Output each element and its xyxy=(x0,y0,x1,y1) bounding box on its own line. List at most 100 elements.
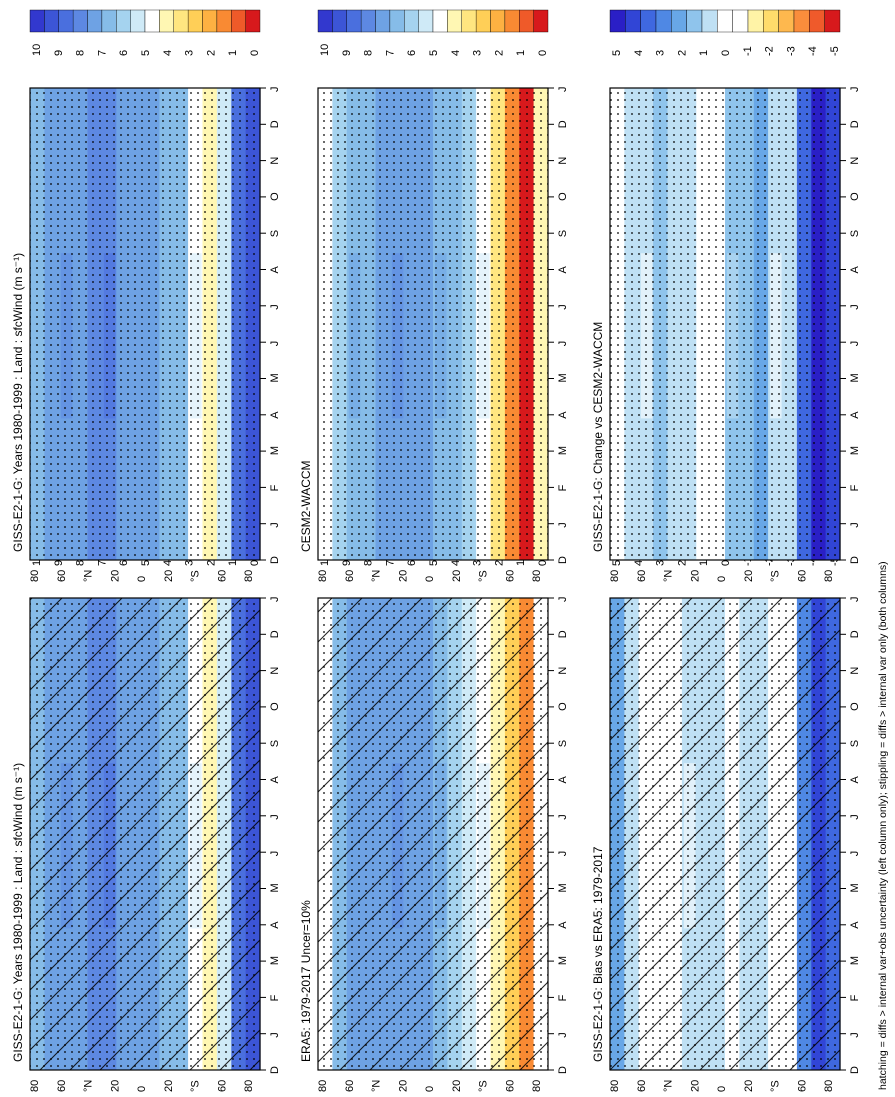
lat-tick-label: 20 xyxy=(451,1080,463,1092)
colorbar-tick-label: 5 xyxy=(140,50,152,56)
month-tick-label: J xyxy=(269,1032,281,1038)
colorbar-tick-label: 9 xyxy=(53,560,65,566)
lat-tick-label: 80 xyxy=(823,1080,835,1092)
month-tick-label: D xyxy=(557,630,569,638)
lat-tick-label: °N xyxy=(371,1080,383,1092)
hatching xyxy=(30,598,260,1070)
month-tick-label: F xyxy=(849,994,861,1001)
colorbar-tick-label: 7 xyxy=(384,50,396,56)
lat-tick-label: 80 xyxy=(531,570,543,582)
lat-tick-label: 80 xyxy=(531,1080,543,1092)
lat-tick-label: 80 xyxy=(243,1080,255,1092)
month-tick-label: M xyxy=(557,446,569,455)
plot-frame xyxy=(317,597,549,1071)
lat-tick-label: °N xyxy=(371,570,383,582)
month-tick-label: A xyxy=(557,776,569,784)
month-tick-label: A xyxy=(269,776,281,784)
panel-title: GISS-E2-1-G: Years 1980-1999 : Land : sf… xyxy=(11,253,25,552)
colorbar-swatch xyxy=(404,9,419,33)
colorbar-swatch xyxy=(332,9,347,33)
lat-tick-label: 80 xyxy=(317,1080,329,1092)
hatching xyxy=(318,598,548,1070)
colorbar-tick-label: 5 xyxy=(611,50,623,56)
month-tick-label: D xyxy=(269,630,281,638)
colorbar-swatch xyxy=(87,9,103,33)
colorbar-swatch xyxy=(447,9,462,33)
colorbar-swatch xyxy=(686,9,703,33)
lat-tick-label: 60 xyxy=(504,1080,516,1092)
colorbar-swatch xyxy=(130,9,146,33)
plot-frame xyxy=(317,87,549,561)
lat-tick-label: 60 xyxy=(344,570,356,582)
colorbar-tick-label: -5 xyxy=(829,556,841,566)
panel-title: CESM2-WACCM xyxy=(299,460,313,552)
month-tick-label: N xyxy=(557,157,569,165)
lat-tick-label: 60 xyxy=(636,1080,648,1092)
month-tick-label: M xyxy=(849,446,861,455)
stippling xyxy=(318,88,548,560)
colorbar-tick-label: 4 xyxy=(162,50,174,56)
colorbar-tick-label: 9 xyxy=(341,50,353,56)
lat-tick-label: 20 xyxy=(689,1080,701,1092)
colorbar-swatch xyxy=(533,9,549,33)
month-tick-label: A xyxy=(849,266,861,274)
month-tick-label: D xyxy=(849,556,861,564)
colorbar-swatch xyxy=(778,9,795,33)
lat-tick-label: 0 xyxy=(716,576,728,582)
month-tick-label: O xyxy=(557,192,569,201)
hatching xyxy=(610,598,840,1070)
month-tick-label: M xyxy=(557,883,569,892)
month-tick-label: D xyxy=(557,120,569,128)
panel-title: ERA5: 1979-2017 Uncer=10% xyxy=(299,900,313,1062)
lat-tick-label: °S xyxy=(770,570,782,582)
month-tick-label: A xyxy=(269,921,281,929)
plot-frame xyxy=(609,597,841,1071)
colorbar-tick-label: -3 xyxy=(785,46,797,56)
month-tick-label: F xyxy=(557,484,569,491)
colorbar-tick-label: 3 xyxy=(655,50,667,56)
colorbar-tick-label: 1 xyxy=(227,560,239,566)
lat-tick-label: 20 xyxy=(397,570,409,582)
month-tick-label: S xyxy=(269,740,281,747)
colorbar-swatch xyxy=(809,9,825,33)
lat-tick-label: 0 xyxy=(136,576,148,582)
lat-tick-label: 20 xyxy=(163,570,175,582)
month-tick-label: J xyxy=(849,522,861,528)
lat-tick-label: 80 xyxy=(317,570,329,582)
colorbar-swatch xyxy=(717,9,733,33)
month-tick-label: F xyxy=(849,484,861,491)
month-tick-label: D xyxy=(849,120,861,128)
colorbar-tick-label: 10 xyxy=(31,44,43,56)
colorbar-tick-label: 9 xyxy=(53,50,65,56)
colorbar-swatch xyxy=(187,9,203,33)
month-tick-label: S xyxy=(269,230,281,237)
colorbar-tick-label: 7 xyxy=(96,560,108,566)
month-tick-label: D xyxy=(269,556,281,564)
colorbar-tick-label: 8 xyxy=(75,50,87,56)
colorbar-tick-label: 1 xyxy=(515,560,527,566)
month-tick-label: J xyxy=(557,1032,569,1038)
colorbar-tick-label: 1 xyxy=(698,50,710,56)
month-tick-label: J xyxy=(557,597,569,603)
lat-tick-label: 60 xyxy=(56,1080,68,1092)
colorbar-tick-label: 7 xyxy=(384,560,396,566)
month-tick-label: S xyxy=(557,740,569,747)
month-tick-label: D xyxy=(269,120,281,128)
colorbar-tick-label: 6 xyxy=(118,50,130,56)
month-tick-label: D xyxy=(849,1066,861,1074)
month-tick-label: N xyxy=(849,667,861,675)
month-tick-label: J xyxy=(269,597,281,603)
month-tick-label: A xyxy=(557,921,569,929)
lat-tick-label: °N xyxy=(663,1080,675,1092)
month-tick-label: M xyxy=(269,373,281,382)
month-tick-label: J xyxy=(269,304,281,310)
month-tick-label: M xyxy=(849,956,861,965)
colorbar-tick-label: 0 xyxy=(249,50,261,56)
lat-tick-label: 20 xyxy=(743,570,755,582)
lat-tick-label: 60 xyxy=(796,570,808,582)
colorbar-tick-label: -1 xyxy=(742,556,754,566)
month-tick-label: M xyxy=(269,956,281,965)
